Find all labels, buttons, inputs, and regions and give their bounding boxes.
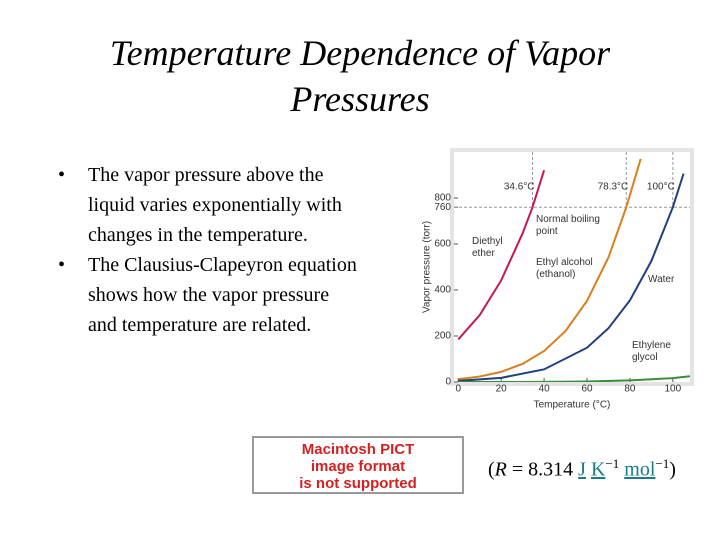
y-axis-title: Vapor pressure (torr) xyxy=(422,221,433,313)
unit[interactable]: K xyxy=(590,458,606,481)
unit[interactable]: J xyxy=(578,458,586,481)
y-tick-label: 800 xyxy=(434,193,451,204)
x-tick-label: 80 xyxy=(624,384,636,395)
plot-area xyxy=(454,152,690,382)
exponent: −1 xyxy=(605,456,620,471)
placeholder-line: image format xyxy=(310,458,406,475)
paren: ) xyxy=(669,458,676,481)
boiling-label: 34.6°C xyxy=(504,182,535,193)
x-tick-label: 40 xyxy=(539,384,551,395)
y-tick-label: 760 xyxy=(434,202,451,213)
formula: (R = 8.314 J K−1 mol−1) xyxy=(488,456,676,482)
paren: ( xyxy=(488,458,495,481)
curve xyxy=(458,173,685,382)
title-line: Temperature Dependence of Vapor xyxy=(109,33,611,73)
y-tick-label: 0 xyxy=(445,377,451,388)
unit[interactable]: mol xyxy=(624,458,656,481)
placeholder-line: Macintosh PICT xyxy=(301,441,415,458)
curve xyxy=(457,169,546,341)
bullet: The vapor pressure above the liquid vari… xyxy=(58,160,358,250)
y-tick-label: 200 xyxy=(434,331,451,342)
image-placeholder: Macintosh PICT image format is not suppo… xyxy=(252,436,464,494)
series-label: Ethyl alcohol (ethanol) xyxy=(536,257,593,280)
placeholder-line: is not supported xyxy=(299,475,417,492)
slide-title: Temperature Dependence of Vapor Pressure… xyxy=(0,30,720,122)
x-axis-title: Temperature (°C) xyxy=(534,400,611,411)
curves xyxy=(457,158,690,382)
bullet: The Clausius-Clapeyron equation shows ho… xyxy=(58,250,358,340)
title-line: Pressures xyxy=(290,79,430,119)
x-tick-label: 20 xyxy=(496,384,508,395)
symbol: R xyxy=(494,458,507,481)
curve xyxy=(458,375,690,382)
y-tick-label: 600 xyxy=(434,239,451,250)
bullet-list: The vapor pressure above the liquid vari… xyxy=(58,160,358,340)
value: = 8.314 xyxy=(506,458,579,481)
y-tick-label: 400 xyxy=(434,285,451,296)
x-tick-label: 60 xyxy=(581,384,593,395)
series-label: Ethylene glycol xyxy=(632,340,671,363)
x-tick-label: 100 xyxy=(664,384,681,395)
curve xyxy=(458,158,642,381)
series-label: Water xyxy=(648,274,675,285)
boiling-label: 78.3°C xyxy=(598,182,629,193)
exponent: −1 xyxy=(655,456,670,471)
series-label: Diethyl ether xyxy=(472,236,503,259)
reference-label: Normal boiling point xyxy=(536,214,600,237)
boiling-label: 100°C xyxy=(647,182,675,193)
x-tick-label: 0 xyxy=(456,384,462,395)
